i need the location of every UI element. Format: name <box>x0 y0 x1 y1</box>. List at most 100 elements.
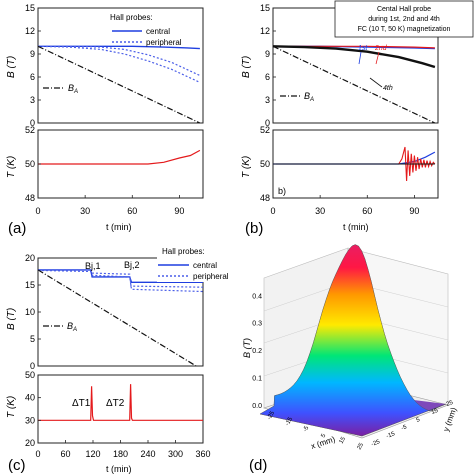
panel-a-xlabel: t (min) <box>106 222 132 232</box>
panel-c-top-series <box>37 269 204 367</box>
panel-d-ylabel: y (mm) <box>441 406 458 433</box>
annotation-line-2: during 1st, 2nd and 4th <box>368 16 440 23</box>
z-tick-label: 0.3 <box>252 321 262 328</box>
panel-a-bottom-yticks: 48 50 52 <box>25 125 41 203</box>
x-tick-label: 300 <box>168 449 183 459</box>
panel-c-xticks: 0 60 120 180 240 300 360 <box>35 440 211 459</box>
series-peripheral-line <box>38 269 204 288</box>
panel-d-surface <box>259 244 447 437</box>
y-tick-label: 10 <box>25 307 35 317</box>
panel-c-bottom-frame <box>37 374 204 444</box>
panel-d-xticks: -25 -15 -5 5 15 25 <box>267 410 366 451</box>
panel-b-label: (b) <box>245 220 263 237</box>
x-tick-label: 60 <box>362 206 372 216</box>
arrow-4th <box>369 77 383 88</box>
panel-a-top-ylabel: B (T) <box>6 56 17 78</box>
panel-c-top-ylabel: B (T) <box>6 308 17 330</box>
x-tick-label: 360 <box>195 449 210 459</box>
series-central-line <box>38 269 203 283</box>
dt1-label: ΔT1 <box>72 398 91 409</box>
series-t-line <box>38 384 203 421</box>
panel-a-top-yticks: 0 3 6 9 12 15 <box>25 3 41 128</box>
series-peripheral-line <box>37 45 201 83</box>
x-tick-label: 15 <box>339 436 348 445</box>
y-tick-label: 15 <box>260 3 270 13</box>
legend-central-label-c: central <box>193 261 217 270</box>
panel-a: 0 3 6 9 12 15 B (T) Hall probes: central peri… <box>6 3 204 237</box>
y-tick-label: 48 <box>25 193 35 203</box>
panel-a-top-frame <box>37 7 204 124</box>
legend-peripheral-label-c: peripheral <box>193 272 229 281</box>
y-tick-label: 12 <box>25 26 35 36</box>
panel-b-top-series <box>272 45 436 124</box>
panel-b-inner-label: b) <box>278 186 286 196</box>
panel-c-bottom-yticks: 20 30 40 50 <box>25 370 41 448</box>
panel-b-top-yticks: 0 3 6 9 12 15 <box>260 3 276 128</box>
arrow-2nd <box>375 51 380 65</box>
y-tick-label: 52 <box>260 125 270 135</box>
y-tick-label: 40 <box>25 393 35 403</box>
y-tick-label: 9 <box>30 49 35 59</box>
x-tick-label: 60 <box>60 449 70 459</box>
y-tick-label: 15 <box>25 3 35 13</box>
x-tick-label: -25 <box>267 410 277 421</box>
panel-b-bottom-series <box>273 146 436 182</box>
series-ba-line <box>272 45 436 124</box>
y-tick-label: 6 <box>265 72 270 82</box>
panel-a-bottom-series <box>38 149 201 165</box>
panel-b: 0 3 6 9 12 15 B (T) Cental Hall probe during … <box>241 0 474 237</box>
z-tick-label: 0.0 <box>252 403 262 410</box>
y-tick-label: 48 <box>260 193 270 203</box>
legend-title-c: Hall probes: <box>162 247 205 256</box>
y-tick-label: 20 <box>25 253 35 263</box>
x-tick-label: 0 <box>35 449 40 459</box>
series-4th-line <box>272 45 436 69</box>
panel-b-bottom-ylabel: T (K) <box>241 156 252 178</box>
y-tick-label: 3 <box>265 95 270 105</box>
legend-peripheral-label: peripheral <box>146 38 182 47</box>
panel-b-bottom-yticks: 48 50 52 <box>260 125 276 203</box>
y-tick-label: 15 <box>431 408 440 416</box>
y-tick-label: -25 <box>371 439 382 448</box>
z-tick-label: 0.4 <box>252 293 262 300</box>
label-1st: 1st <box>358 45 368 52</box>
panel-c-legend: Hall probes: central peripheral <box>157 242 241 282</box>
z-tick-label: 0.1 <box>252 376 262 383</box>
z-tick-label: 0.2 <box>252 348 262 355</box>
y-tick-label: 20 <box>25 438 35 448</box>
y-tick-label: 50 <box>25 370 35 380</box>
x-tick-label: 30 <box>80 206 90 216</box>
y-tick-label: 15 <box>25 280 35 290</box>
panel-c-bottom-ylabel: T (K) <box>6 396 17 418</box>
y-tick-label: 30 <box>25 415 35 425</box>
panel-c-xlabel: t (min) <box>106 464 132 474</box>
x-tick-label: -15 <box>285 416 295 427</box>
series-central-line <box>38 45 200 50</box>
y-tick-label: -5 <box>401 424 409 432</box>
x-tick-label: 90 <box>409 206 419 216</box>
annotation-line-3: FC (10 T, 50 K) magnetization <box>358 26 451 33</box>
x-tick-label: 120 <box>85 449 100 459</box>
panel-b-xlabel: t (min) <box>343 222 369 232</box>
annotation-line-1: Cental Hall probe <box>377 6 431 13</box>
panel-a-top-series <box>37 45 201 124</box>
panel-b-top-ylabel: B (T) <box>241 56 252 78</box>
x-tick-label: 60 <box>127 206 137 216</box>
label-2nd: 2nd <box>374 45 388 52</box>
x-tick-label: 90 <box>174 206 184 216</box>
y-tick-label: 25 <box>446 400 455 408</box>
x-tick-label: 25 <box>357 442 366 451</box>
bj1-label: Bj,1 <box>85 261 101 271</box>
panel-c: 0 5 10 15 20 B (T) Hall probes: central peri… <box>6 242 241 474</box>
panel-d-xlabel: x (mm) <box>310 435 337 451</box>
dt2-label: ΔT2 <box>106 398 125 409</box>
panel-d-label: (d) <box>249 457 267 474</box>
ba-legend-label-b: BA <box>304 91 314 103</box>
bj2-label: Bj,2 <box>124 260 140 270</box>
x-tick-label: 180 <box>113 449 128 459</box>
arrow-1st <box>358 51 362 65</box>
y-tick-label: 9 <box>265 49 270 59</box>
y-tick-label: 5 <box>416 417 422 424</box>
panel-d-yticks: -25 -15 -5 5 15 25 <box>371 400 455 448</box>
